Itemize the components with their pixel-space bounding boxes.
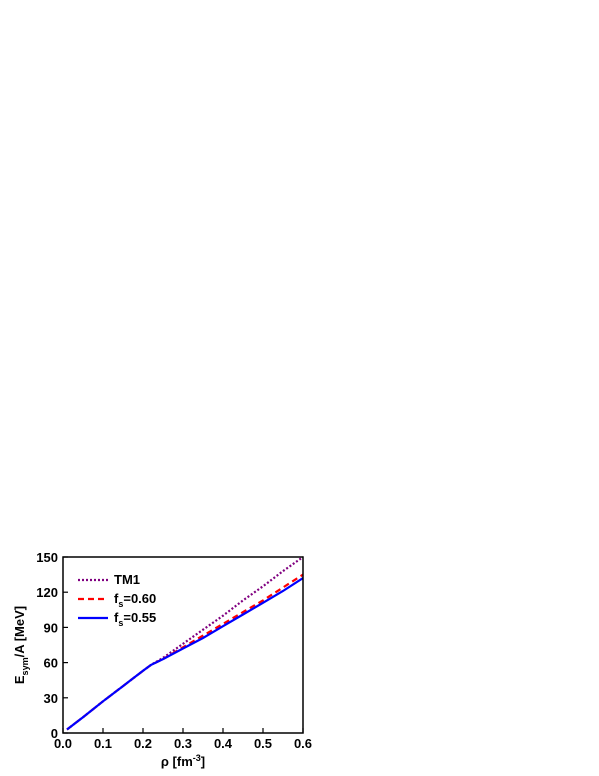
y-tick-label: 150 bbox=[36, 550, 58, 565]
x-tick-label: 0.3 bbox=[174, 736, 192, 751]
x-tick-label: 0.2 bbox=[134, 736, 152, 751]
legend-label: fs=0.60 bbox=[114, 591, 156, 609]
y-axis-label-part: sym bbox=[20, 657, 30, 675]
plot-frame bbox=[62, 556, 304, 734]
y-tick-label: 0 bbox=[51, 726, 58, 741]
y-axis-label-part: /A [MeV] bbox=[12, 606, 27, 658]
y-tick-label: 90 bbox=[44, 620, 58, 635]
y-tick-label: 30 bbox=[44, 691, 58, 706]
x-tick-label: 0.1 bbox=[94, 736, 112, 751]
legend-label-part: =0.60 bbox=[123, 591, 156, 606]
x-axis-label-part: ρ [fm bbox=[161, 754, 193, 769]
series-line bbox=[66, 577, 304, 731]
series-line bbox=[66, 556, 304, 731]
legend-label-part: s bbox=[118, 618, 123, 628]
x-tick-label: 0.4 bbox=[214, 736, 233, 751]
x-tick-label: 0.0 bbox=[54, 736, 72, 751]
legend-label-part: =0.55 bbox=[123, 610, 156, 625]
legend-label-part: f bbox=[114, 591, 119, 606]
y-axis-label: Esym/A [MeV] bbox=[12, 606, 30, 684]
y-tick-label: 120 bbox=[36, 585, 58, 600]
y-tick-label: 60 bbox=[44, 656, 58, 671]
x-tick-label: 0.6 bbox=[294, 736, 312, 751]
legend-label-part: TM1 bbox=[114, 572, 140, 587]
legend-label: fs=0.55 bbox=[114, 610, 156, 628]
x-axis-label-part: ] bbox=[201, 754, 205, 769]
series-line bbox=[66, 573, 304, 731]
y-axis-label-part: E bbox=[12, 675, 27, 684]
x-axis-label-part: -3 bbox=[193, 753, 201, 763]
x-tick-label: 0.5 bbox=[254, 736, 272, 751]
legend-label-part: f bbox=[114, 610, 119, 625]
legend-label-part: s bbox=[118, 599, 123, 609]
x-axis-label: ρ [fm-3] bbox=[161, 753, 205, 769]
legend-label: TM1 bbox=[114, 572, 140, 587]
